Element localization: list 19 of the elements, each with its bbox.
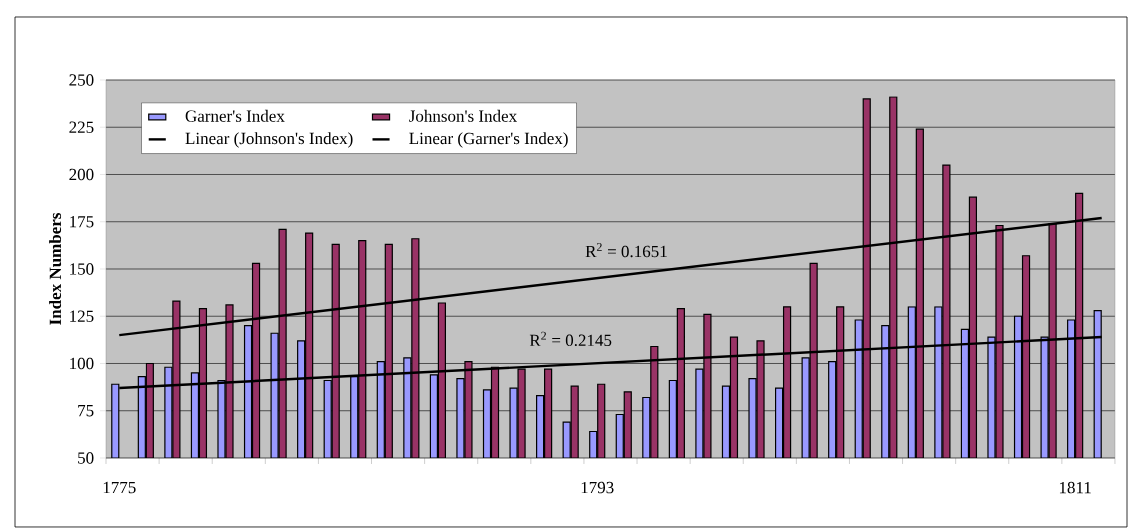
y-tick-label: 200 bbox=[69, 168, 94, 181]
annotation: R$^{2}$ = 0.1651 bbox=[585, 242, 667, 258]
y-tick-label: 125 bbox=[70, 310, 94, 322]
x-tick-label: 1793 bbox=[581, 481, 614, 494]
x-tick-label: 1775 bbox=[103, 481, 136, 494]
y-tick-label: 250 bbox=[69, 74, 94, 86]
y-tick-label: 150 bbox=[70, 263, 94, 275]
y-tick-label: 75 bbox=[78, 405, 94, 417]
annotation: R$^{2}$ = 0.2145 bbox=[529, 331, 612, 347]
legend-label: Garner's Index bbox=[185, 109, 285, 122]
x-tick-label: 1811 bbox=[1059, 481, 1091, 494]
legend-label: Linear (Garner's Index) bbox=[409, 132, 568, 148]
y-tick-label: 50 bbox=[78, 452, 94, 464]
y-tick-label: 225 bbox=[69, 121, 94, 133]
y-axis-title: Index Numbers bbox=[49, 212, 62, 325]
legend-label: Johnson's Index bbox=[409, 109, 517, 122]
legend-label: Linear (Johnson's Index) bbox=[185, 132, 353, 148]
y-tick-label: 100 bbox=[70, 357, 94, 370]
y-tick-label: 175 bbox=[70, 216, 94, 228]
